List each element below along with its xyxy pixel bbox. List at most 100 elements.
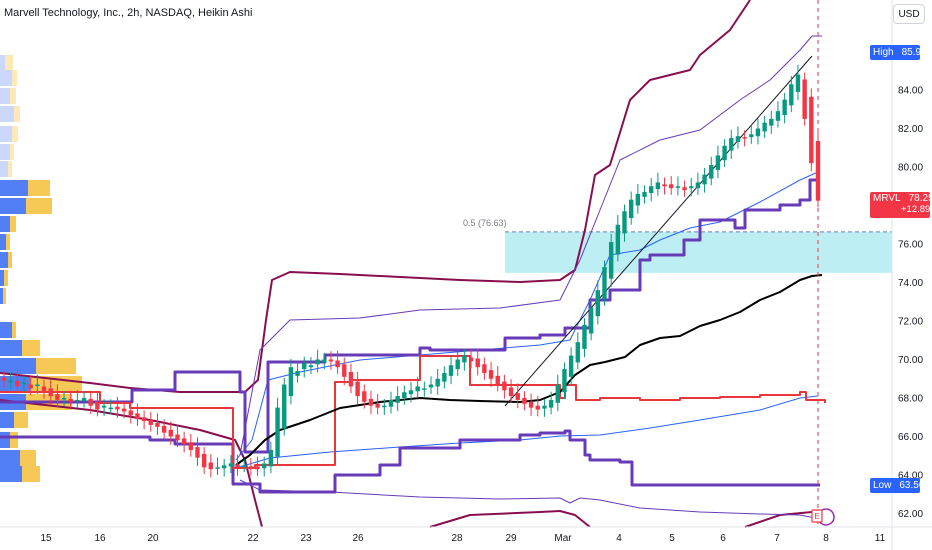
time-tick-label: 28 <box>451 533 463 544</box>
volume-profile-bar-up <box>0 88 10 104</box>
candle-body <box>602 267 607 299</box>
candle-body <box>68 398 73 402</box>
candle-body <box>181 438 187 445</box>
candle-body <box>275 407 280 457</box>
price-tick-label: 80.00 <box>898 163 923 174</box>
volume-profile-bar-up <box>0 270 4 286</box>
trend-line <box>504 55 813 407</box>
candle-body <box>201 453 207 468</box>
candle-body <box>729 138 734 151</box>
candle-body <box>228 463 234 467</box>
candle-body <box>622 211 627 234</box>
candles <box>1 64 821 478</box>
candle-body <box>35 384 40 387</box>
price-tick-label: 82.00 <box>898 124 923 135</box>
candle-body <box>342 364 347 377</box>
candle-body <box>455 359 460 370</box>
time-tick-label: Mar <box>554 533 572 544</box>
volume-profile-bar-up <box>0 252 8 268</box>
markers: E <box>811 0 835 527</box>
moving-average-line <box>235 274 823 466</box>
time-tick-label: 4 <box>616 533 622 544</box>
price-tick-label: 64.00 <box>898 471 923 482</box>
candle-body <box>415 386 420 392</box>
candle-body <box>582 324 587 349</box>
lower-inner-band <box>235 395 819 469</box>
candle-body <box>648 186 654 193</box>
candle-body <box>282 384 287 429</box>
volume-profile-bar-up <box>0 144 10 160</box>
lower-thin-band <box>239 479 816 519</box>
time-tick-label: 5 <box>669 533 675 544</box>
candle-body <box>161 425 167 433</box>
volume-profile-bar-up <box>0 432 10 448</box>
currency-button[interactable]: USD <box>893 4 925 24</box>
candle-body <box>295 371 300 376</box>
time-tick-label: 15 <box>40 533 52 544</box>
candle-body <box>528 401 534 408</box>
price-tick-label: 76.00 <box>898 240 923 251</box>
candle-body <box>548 399 554 408</box>
candle-body <box>795 74 801 92</box>
price-tick-label: 84.00 <box>898 86 923 97</box>
candle-body <box>248 466 254 468</box>
time-tick-label: 16 <box>94 533 106 544</box>
candle-body <box>588 307 594 334</box>
volume-profile-bar-up <box>0 450 20 466</box>
candle-body <box>542 405 547 409</box>
candle-body <box>315 359 320 365</box>
candle-body <box>308 365 314 368</box>
candle-body <box>221 465 227 469</box>
last-price-tag: MRVL 78.25 +12.89% <box>870 192 932 218</box>
candle-body <box>322 359 327 363</box>
price-tick-label: 68.00 <box>898 394 923 405</box>
upper-thin-band <box>239 35 822 456</box>
candle-body <box>702 174 707 185</box>
low-label: Low <box>873 480 892 491</box>
volume-profile-bar-up <box>0 70 12 86</box>
candle-body <box>442 372 447 382</box>
candle-body <box>368 398 374 406</box>
high-value: 85.90 <box>901 47 927 58</box>
candle-body <box>55 394 60 400</box>
candle-body <box>628 199 634 219</box>
event-flag-icon <box>811 509 823 523</box>
candle-body <box>28 384 33 389</box>
price-tick-label: 72.00 <box>898 317 923 328</box>
change-percent: +12.89% <box>901 204 932 215</box>
lower-envelope-right <box>429 510 591 528</box>
candle-body <box>448 365 454 376</box>
candle-body <box>135 413 140 420</box>
candle-body <box>268 449 274 467</box>
candle-body <box>595 290 601 317</box>
candle-body <box>41 386 47 393</box>
volume-profile-bar-up <box>0 234 6 250</box>
candle-body <box>535 405 540 410</box>
candle-body <box>355 381 360 397</box>
time-tick-label: 8 <box>823 533 829 544</box>
volume-profile-bar-up <box>0 216 10 232</box>
volume-profile-bar-up <box>0 376 30 392</box>
fib-zone: 0.5 (76.63) <box>463 218 892 273</box>
candle-body <box>682 187 687 191</box>
symbol-label: MRVL <box>873 193 901 204</box>
volume-profile-bar-up <box>0 288 3 304</box>
candle-body <box>735 136 741 142</box>
event-flag-letter: E <box>814 512 819 521</box>
lower-envelope-left <box>0 399 263 528</box>
candle-body <box>675 186 681 188</box>
candle-body <box>422 388 427 390</box>
candle-body <box>148 420 153 425</box>
candle-body <box>188 442 194 450</box>
time-tick-label: 11 <box>875 533 886 544</box>
candle-body <box>75 399 80 402</box>
candle-body <box>669 184 674 189</box>
candle-body <box>662 184 667 187</box>
time-tick-label: 29 <box>505 533 517 544</box>
candle-body <box>608 242 614 279</box>
volume-profile-bar-up <box>0 126 12 142</box>
candle-body <box>175 434 180 441</box>
volume-profile-bar-up <box>0 322 12 338</box>
candle-body <box>709 165 714 179</box>
